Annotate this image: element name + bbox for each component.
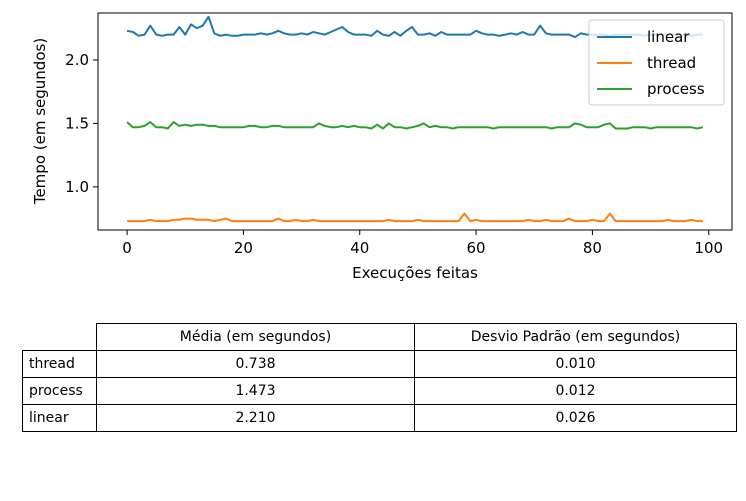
table-row: thread 0.738 0.010 — [22, 350, 737, 378]
x-tick-label: 40 — [350, 239, 369, 257]
x-tick-label: 80 — [583, 239, 602, 257]
legend-box — [588, 19, 725, 106]
header-mean: Média (em segundos) — [96, 323, 415, 351]
y-tick-label: 1.0 — [65, 178, 89, 196]
line-chart: 0 20 40 60 80 100 1.01.52.0 Execuções feitas … — [31, 12, 733, 282]
table-row: linear 2.210 0.026 — [22, 404, 737, 432]
legend-label-process: process — [647, 80, 705, 98]
std-value: 0.012 — [414, 377, 737, 405]
x-axis-label: Execuções feitas — [352, 264, 478, 282]
table-row: process 1.473 0.012 — [22, 377, 737, 405]
x-tick-label: 100 — [694, 239, 723, 257]
row-label: thread — [22, 350, 97, 378]
mean-value: 1.473 — [96, 377, 415, 405]
std-value: 0.010 — [414, 350, 737, 378]
x-tick-label: 60 — [467, 239, 486, 257]
legend-label-thread: thread — [647, 54, 696, 72]
y-axis-ticks: 1.0 1.5 2.0 — [65, 51, 98, 196]
header-std: Desvio Padrão (em segundos) — [414, 323, 737, 351]
y-axis-label: Tempo (em segundos) — [31, 38, 49, 205]
series-line-thread — [127, 212, 703, 223]
x-axis-ticks: 0 20 40 60 80 100 — [122, 230, 723, 257]
table-corner-cell — [22, 323, 97, 351]
series-line-process — [126, 121, 704, 130]
y-tick-label: 2.0 — [65, 51, 89, 69]
row-label: linear — [22, 404, 97, 432]
mean-value: 2.210 — [96, 404, 415, 432]
x-tick-label: 0 — [122, 239, 132, 257]
row-label: process — [22, 377, 97, 405]
legend-label-linear: linear — [647, 28, 690, 46]
table-header-row: Média (em segundos) Desvio Padrão (em se… — [22, 323, 737, 351]
x-tick-label: 20 — [234, 239, 253, 257]
plot-frame — [97, 12, 733, 231]
results-table: Média (em segundos) Desvio Padrão (em se… — [22, 323, 737, 432]
legend: linear thread process — [588, 19, 725, 106]
std-value: 0.026 — [414, 404, 737, 432]
mean-value: 0.738 — [96, 350, 415, 378]
y-tick-label: 1.5 — [65, 114, 89, 132]
